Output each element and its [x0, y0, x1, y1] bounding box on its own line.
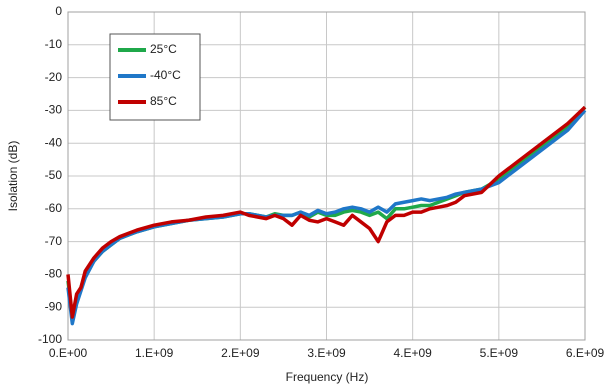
- y-tick-label: -20: [45, 70, 63, 84]
- y-tick-label: -100: [38, 332, 62, 346]
- y-axis-label: Isolation (dB): [6, 141, 20, 212]
- x-tick-label: 1.E+09: [135, 346, 174, 360]
- y-tick-label: 0: [55, 4, 62, 18]
- plot-border: [67, 11, 586, 341]
- y-tick-label: -10: [45, 37, 63, 51]
- legend-label: -40°C: [150, 68, 181, 82]
- y-tick-label: -40: [45, 135, 63, 149]
- x-tick-label: 6.E+09: [566, 346, 605, 360]
- x-tick-label: 4.E+09: [393, 346, 432, 360]
- x-tick-label: 2.E+09: [221, 346, 260, 360]
- x-tick-label: 5.E+09: [480, 346, 519, 360]
- y-tick-label: -50: [45, 168, 63, 182]
- y-tick-label: -70: [45, 234, 63, 248]
- y-tick-label: -30: [45, 103, 63, 117]
- x-axis-label: Frequency (Hz): [286, 370, 369, 384]
- legend-label: 85°C: [150, 94, 177, 108]
- x-tick-label: 0.E+00: [49, 346, 88, 360]
- series-line: [66, 105, 587, 319]
- x-tick-label: 3.E+09: [307, 346, 346, 360]
- legend-label: 25°C: [150, 42, 177, 56]
- y-tick-label: -90: [45, 299, 63, 313]
- y-tick-label: -80: [45, 267, 63, 281]
- y-tick-label: -60: [45, 201, 63, 215]
